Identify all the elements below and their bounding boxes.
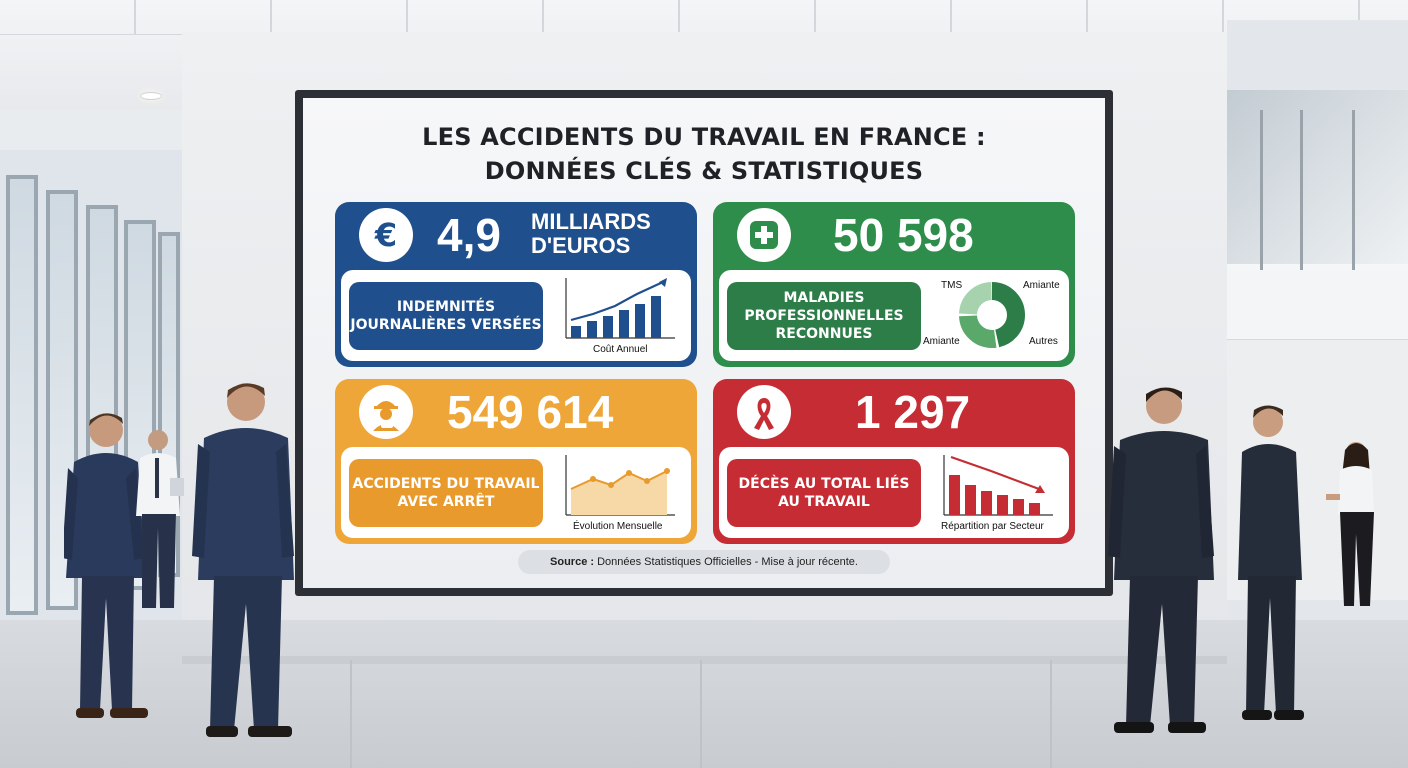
card-label-pill: ACCIDENTS DU TRAVAIL AVEC ARRÊT [349, 459, 543, 527]
card-label-pill: DÉCÈS AU TOTAL LIÉS AU TRAVAIL [727, 459, 921, 527]
ceiling-light [140, 92, 162, 100]
stat-number: 549 614 [447, 386, 614, 438]
glass-rail [1352, 110, 1355, 270]
card-label-pill: MALADIES PROFESSIONNELLES RECONNUES [727, 282, 921, 350]
window-pane [6, 175, 38, 615]
donut-chart-icon [957, 280, 1027, 350]
person-woman-background [1326, 438, 1388, 622]
floor-seam [350, 660, 352, 768]
bar-chart-icon [563, 276, 677, 340]
stat-unit-line1: MILLIARDS [531, 209, 651, 234]
person-businessman [1108, 384, 1218, 746]
ribbon-icon [737, 385, 791, 439]
source-note: Source : Données Statistiques Officielle… [518, 550, 890, 574]
stat-unit: MILLIARDS D'EUROS [531, 210, 651, 258]
legend-label: Amiante [923, 336, 960, 347]
chart-caption: Évolution Mensuelle [573, 521, 663, 532]
mezzanine-soffit [1227, 270, 1408, 340]
floor-seam [1050, 660, 1052, 768]
card-indemnites: € 4,9 MILLIARDS D'EUROS INDEMNITÉS JOURN… [335, 202, 697, 367]
card-header: 549 614 [335, 379, 697, 447]
legend-label: Amiante [1023, 280, 1060, 291]
board-title-line2: DONNÉES CLÉS & STATISTIQUES [484, 157, 924, 185]
svg-text:€: € [374, 216, 397, 254]
card-label-pill: INDEMNITÉS JOURNALIÈRES VERSÉES [349, 282, 543, 350]
wall-baseboard [182, 656, 1227, 664]
person-businessman [1234, 402, 1308, 728]
chart-caption: Répartition par Secteur [941, 521, 1044, 532]
legend-label: Autres [1029, 336, 1058, 347]
card-accidents: 549 614 ACCIDENTS DU TRAVAIL AVEC ARRÊT [335, 379, 697, 544]
stat-number: 4,9 [437, 209, 501, 261]
card-panel: MALADIES PROFESSIONNELLES RECONNUES TMS … [719, 270, 1069, 361]
injured-worker-icon [359, 385, 413, 439]
person-man-background [130, 428, 188, 614]
glass-rail [1300, 110, 1303, 270]
line-chart-icon [563, 453, 677, 517]
infographic-board: LES ACCIDENTS DU TRAVAIL EN FRANCE : DON… [295, 90, 1113, 596]
chart-caption: Coût Annuel [593, 344, 648, 355]
euro-icon: € [359, 208, 413, 262]
person-businessman [190, 380, 306, 748]
stat-number: 1 297 [855, 386, 971, 438]
stat-number: 50 598 [833, 209, 974, 261]
descending-bar-chart-icon [941, 453, 1055, 517]
card-deces: 1 297 DÉCÈS AU TOTAL LIÉS AU TRAVAIL [713, 379, 1075, 544]
card-panel: DÉCÈS AU TOTAL LIÉS AU TRAVAIL [719, 447, 1069, 538]
card-header: 50 598 [713, 202, 1075, 270]
medical-cross-icon [737, 208, 791, 262]
source-label: Source : [550, 556, 595, 568]
card-header: 1 297 [713, 379, 1075, 447]
source-text: Données Statistiques Officielles - Mise … [597, 556, 858, 568]
card-panel: ACCIDENTS DU TRAVAIL AVEC ARRÊT Évo [341, 447, 691, 538]
board-title: LES ACCIDENTS DU TRAVAIL EN FRANCE : DON… [303, 120, 1105, 188]
ceiling-tiles [0, 0, 1408, 34]
card-maladies: 50 598 MALADIES PROFESSIONNELLES RECONNU… [713, 202, 1075, 367]
mezzanine-glass [1227, 90, 1408, 270]
glass-rail [1260, 110, 1263, 270]
legend-label: TMS [941, 280, 963, 291]
stat-unit-line2: D'EUROS [531, 233, 631, 258]
card-panel: INDEMNITÉS JOURNALIÈRES VERSÉES [341, 270, 691, 361]
person-businessman [62, 408, 184, 724]
card-header: € 4,9 MILLIARDS D'EUROS [335, 202, 697, 270]
board-screen: LES ACCIDENTS DU TRAVAIL EN FRANCE : DON… [303, 98, 1105, 588]
board-title-line1: LES ACCIDENTS DU TRAVAIL EN FRANCE : [422, 123, 986, 151]
floor-seam [700, 660, 702, 768]
